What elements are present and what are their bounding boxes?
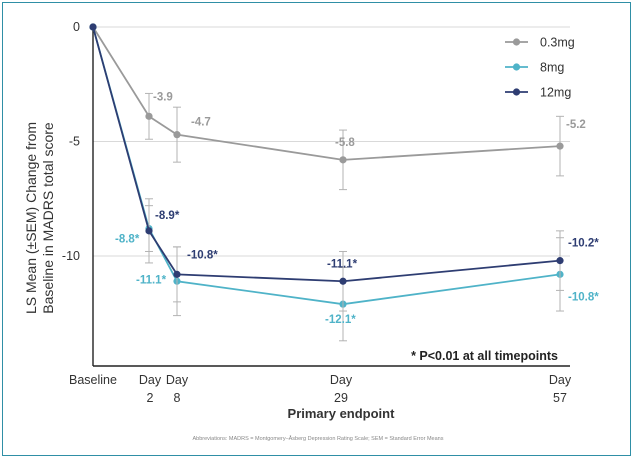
legend: 0.3mg 8mg 12mg: [505, 36, 575, 100]
x-tick-label: 2: [147, 391, 154, 405]
data-point: [339, 277, 347, 285]
legend-label: 8mg: [540, 61, 564, 75]
series-line: [92, 26, 561, 283]
data-label: -10.8*: [187, 249, 218, 261]
x-tick-label: Day: [330, 373, 353, 387]
data-point: [556, 142, 564, 150]
axes: [92, 25, 570, 367]
data-label: -10.8*: [568, 291, 599, 303]
figure-frame: [2, 2, 631, 456]
data-point: [173, 131, 181, 139]
data-label: -3.9: [153, 91, 173, 103]
data-label: -8.9*: [155, 210, 180, 222]
y-tick-label: -10: [62, 249, 80, 263]
x-tick-label: Day: [549, 373, 572, 387]
data-label: -8.8*: [115, 234, 140, 246]
significance-note: * P<0.01 at all timepoints: [411, 349, 558, 363]
y-axis-label-line1: LS Mean (±SEM) Change from: [23, 122, 39, 314]
data-point: [89, 23, 97, 31]
data-label: -10.2*: [568, 238, 599, 250]
data-label: -4.7: [191, 117, 211, 129]
legend-swatch-marker: [512, 88, 521, 96]
legend-label: 0.3mg: [540, 36, 575, 50]
data-label: -11.1*: [327, 258, 358, 270]
x-tick-label: Day: [139, 373, 162, 387]
y-axis-label-line2: Baseline in MADRS total score: [40, 122, 56, 314]
gridlines: [93, 26, 570, 257]
data-point: [339, 156, 347, 164]
abbreviations-footnote: Abbreviations: MADRS = Montgomery–Åsberg…: [193, 435, 444, 442]
series-layer: [89, 23, 564, 342]
x-tick-label: 57: [553, 391, 567, 405]
data-label: -12.1*: [325, 314, 356, 326]
data-point: [145, 112, 153, 120]
x-tick-label: 8: [174, 391, 181, 405]
x-tick-label: Baseline: [69, 373, 117, 387]
x-tick-label: Day: [166, 373, 189, 387]
series-8mg: [89, 23, 564, 342]
y-tick-label: -5: [69, 135, 80, 149]
data-point: [556, 257, 564, 265]
legend-swatch-marker: [512, 38, 521, 46]
data-point: [145, 227, 153, 235]
y-tick-labels: 0 -5 -10: [62, 20, 80, 263]
x-tick-label: 29: [334, 391, 348, 405]
data-label: -11.1*: [136, 274, 167, 286]
x-tick-labels: Baseline Day 2 Day 8 Day 29 Day 57: [69, 373, 572, 405]
series-12mg: [89, 23, 564, 312]
x-axis-label: Primary endpoint: [288, 406, 396, 421]
data-labels: -3.9 -4.7 -5.8 -5.2 -8.8* -11.1* -12.1* -10.8* -…: [115, 91, 599, 326]
data-label: -5.2: [566, 119, 586, 131]
data-label: -5.8: [335, 137, 355, 149]
legend-label: 12mg: [540, 86, 571, 100]
y-tick-label: 0: [73, 20, 80, 34]
series-0.3mg: [89, 23, 564, 191]
legend-swatch-marker: [512, 63, 521, 71]
data-point: [173, 270, 181, 278]
